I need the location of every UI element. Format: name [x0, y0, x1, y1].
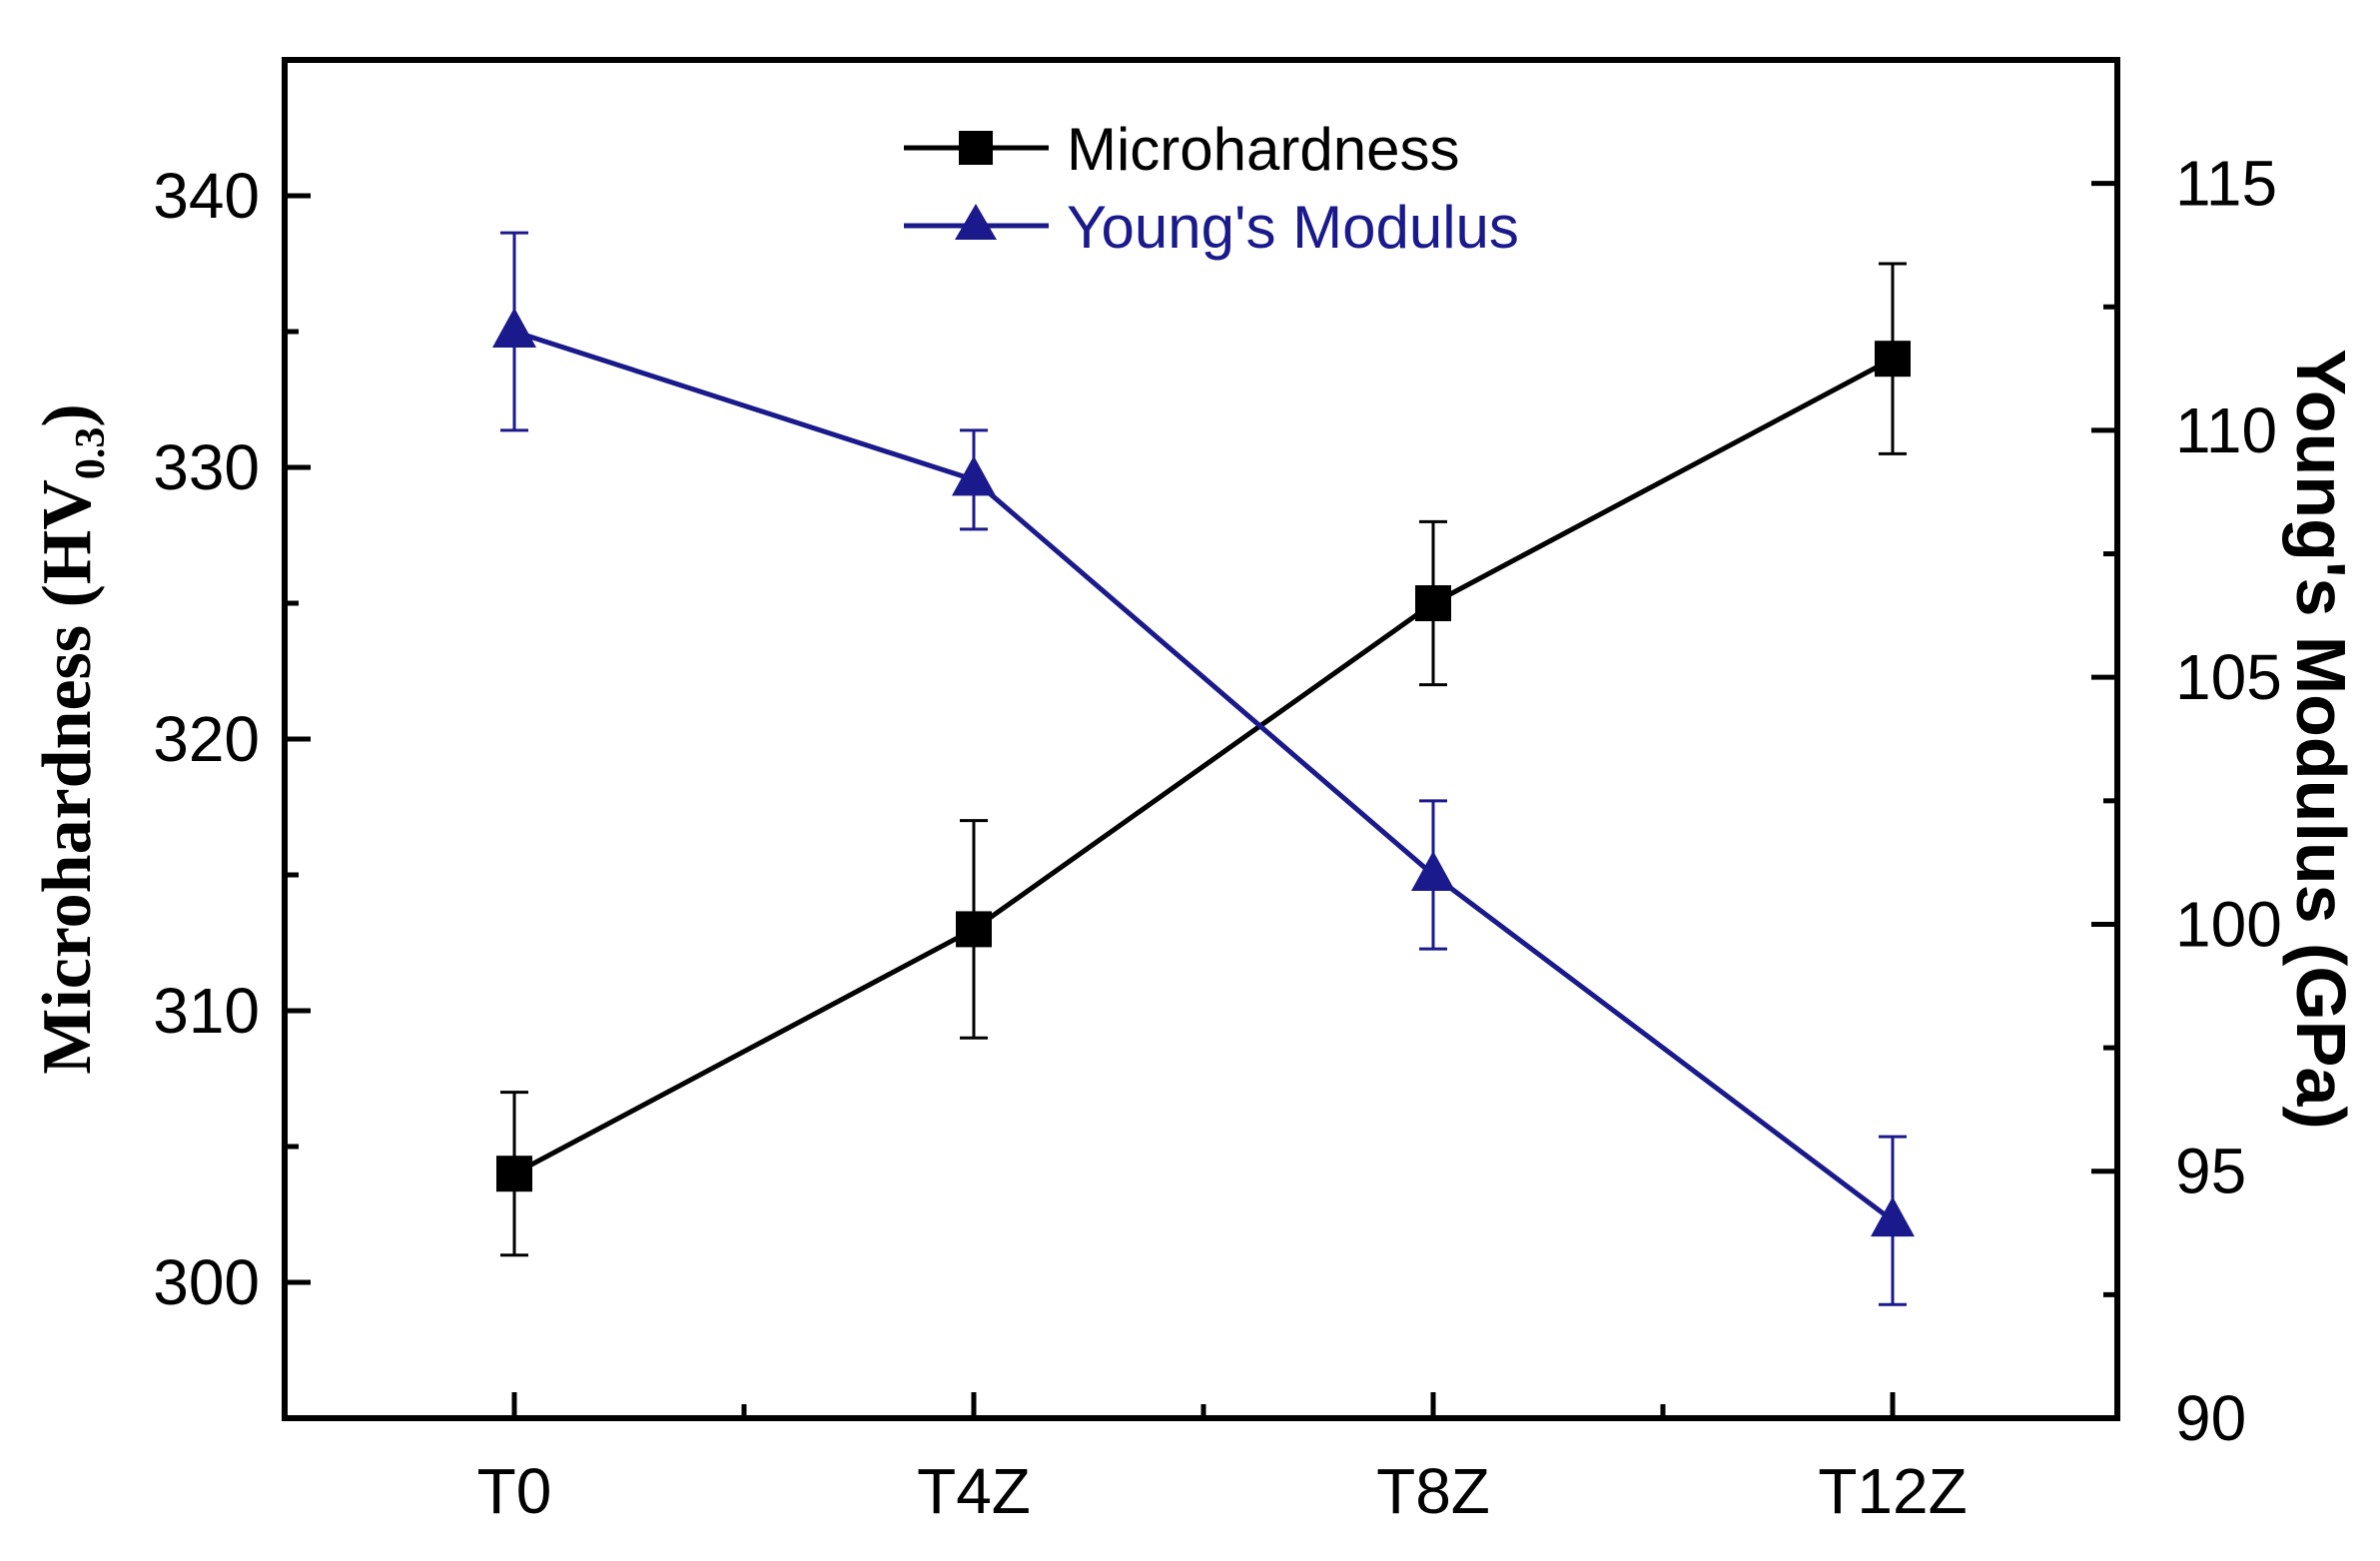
left-tick-label: 300	[153, 1246, 260, 1318]
x-tick-label: T0	[477, 1455, 552, 1527]
legend-marker-microhardness	[959, 131, 993, 165]
left-tick-label: 340	[153, 160, 260, 232]
legend: Microhardness Young's Modulus	[904, 116, 1519, 261]
plot-frame	[282, 57, 2120, 1421]
youngs-modulus-marker	[952, 455, 996, 496]
youngs-modulus-marker	[1411, 851, 1455, 891]
x-tick-label: T8Z	[1376, 1455, 1490, 1527]
youngs-modulus-marker	[492, 308, 536, 348]
x-axis: T0 T4Z T8Z T12Z	[477, 1392, 1968, 1527]
youngs-modulus-line	[513, 329, 1895, 1223]
microhardness-marker	[496, 1156, 532, 1192]
youngs-modulus-marker	[1871, 1196, 1915, 1237]
left-axis: 300 310 320 330 340	[153, 160, 311, 1318]
right-tick-label: 105	[2175, 641, 2282, 713]
right-tick-label: 100	[2175, 888, 2282, 960]
legend-marker-youngs-modulus	[955, 204, 997, 240]
right-axis-title: Young's Modulus (GPa)	[2282, 349, 2360, 1129]
x-tick-label: T12Z	[1818, 1455, 1967, 1527]
right-tick-label: 95	[2175, 1136, 2246, 1207]
legend-label-microhardness: Microhardness	[1067, 116, 1460, 183]
microhardness-marker	[1875, 341, 1911, 378]
right-axis: 90 95 100 105 110 115	[2091, 57, 2282, 1454]
left-tick-label: 320	[153, 703, 260, 775]
x-tick-label: T4Z	[917, 1455, 1031, 1527]
right-tick-label: 115	[2175, 148, 2277, 220]
microhardness-line	[512, 356, 1895, 1176]
right-tick-label: 110	[2175, 394, 2277, 466]
left-tick-label: 310	[153, 975, 260, 1047]
left-axis-title: Microhardness (HV0.3)	[29, 403, 114, 1074]
microhardness-marker	[956, 911, 992, 948]
microhardness-marker	[1415, 585, 1451, 621]
series-layer	[492, 231, 1915, 1306]
left-tick-label: 330	[153, 431, 260, 503]
legend-label-youngs-modulus: Young's Modulus	[1067, 194, 1519, 261]
right-tick-label: 90	[2175, 1382, 2246, 1454]
